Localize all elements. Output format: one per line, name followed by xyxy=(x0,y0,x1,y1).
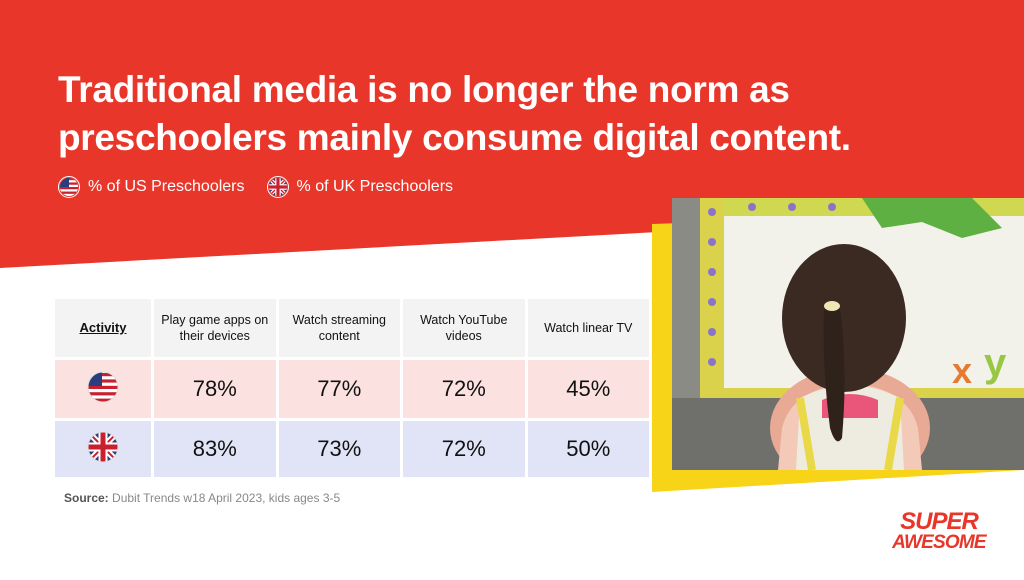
svg-text:x: x xyxy=(952,350,972,391)
uk-value-watch-youtube: 72% xyxy=(403,421,525,477)
us-flag-icon xyxy=(58,176,80,198)
table-row-uk: 83% 73% 72% 50% xyxy=(55,421,649,477)
uk-flag-cell xyxy=(55,421,151,477)
us-value-watch-youtube: 72% xyxy=(403,360,525,418)
legend-item-uk: % of UK Preschoolers xyxy=(266,176,454,198)
us-value-watch-streaming: 77% xyxy=(278,360,400,418)
data-table: Activity Play game apps on their devices… xyxy=(52,296,652,480)
superawesome-logo: SUPER AWESOME xyxy=(884,508,994,553)
header-watch-streaming: Watch streaming content xyxy=(278,299,400,357)
us-flag-icon xyxy=(87,371,119,402)
uk-value-play-game-apps: 83% xyxy=(154,421,276,477)
child-watching-tv-photo: x y xyxy=(672,198,1024,470)
legend-label-uk: % of UK Preschoolers xyxy=(296,178,454,195)
us-value-play-game-apps: 78% xyxy=(154,360,276,418)
uk-value-watch-streaming: 73% xyxy=(278,421,400,477)
headline: Traditional media is no longer the norm … xyxy=(58,69,851,158)
source-note: Source: Dubit Trends w18 April 2023, kid… xyxy=(64,491,340,505)
uk-value-watch-linear-tv: 50% xyxy=(527,421,649,477)
table-header-row: Activity Play game apps on their devices… xyxy=(55,299,649,357)
legend-label-us: % of US Preschoolers xyxy=(88,178,245,195)
svg-text:y: y xyxy=(984,341,1007,385)
header-play-game-apps: Play game apps on their devices xyxy=(154,299,276,357)
header-watch-linear-tv: Watch linear TV xyxy=(527,299,649,357)
logo-line-1: SUPER xyxy=(900,508,979,535)
legend-item-us: % of US Preschoolers xyxy=(58,176,245,198)
source-text: Dubit Trends w18 April 2023, kids ages 3… xyxy=(112,491,341,505)
uk-flag-icon xyxy=(266,176,289,198)
us-flag-cell xyxy=(55,360,151,418)
header-activity: Activity xyxy=(55,299,151,357)
table-row-us: 78% 77% 72% 45% xyxy=(55,360,649,418)
us-value-watch-linear-tv: 45% xyxy=(527,360,649,418)
logo-line-2: AWESOME xyxy=(892,532,986,553)
uk-flag-icon xyxy=(87,431,119,462)
legend: % of US Preschoolers % of UK Preschooler… xyxy=(58,176,475,198)
header-watch-youtube: Watch YouTube videos xyxy=(403,299,525,357)
source-label: Source: xyxy=(64,491,109,505)
